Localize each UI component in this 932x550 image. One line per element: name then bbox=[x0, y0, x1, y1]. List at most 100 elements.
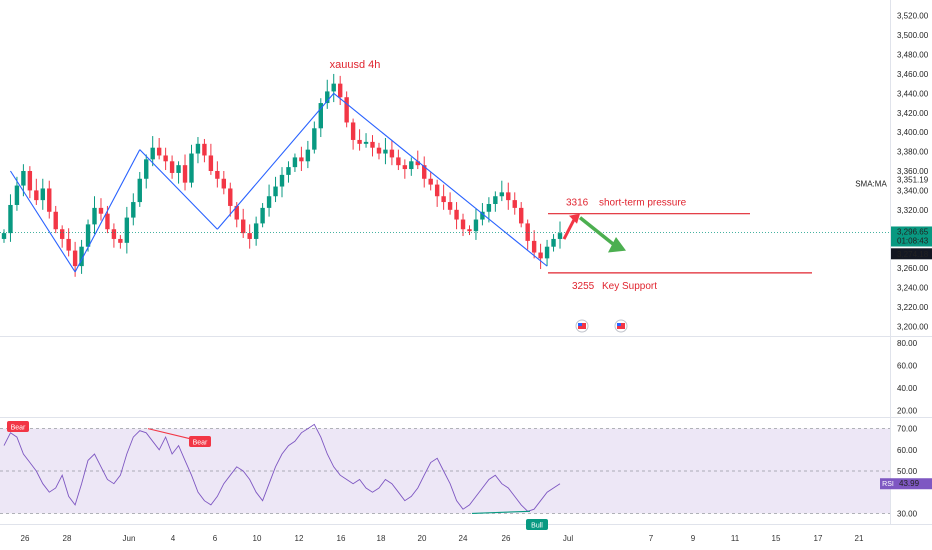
candle bbox=[98, 198, 104, 221]
price-pane[interactable] bbox=[0, 0, 890, 336]
candle bbox=[292, 153, 298, 172]
rsi-name-label[interactable]: RSI bbox=[882, 481, 894, 488]
date-tick-label: 7 bbox=[649, 534, 654, 543]
date-tick-label: 11 bbox=[731, 534, 740, 543]
up-arrow-head bbox=[569, 213, 580, 224]
candle-body bbox=[473, 219, 479, 232]
rsi-axis: 70.00 60.00 50.00 30.00 bbox=[897, 425, 918, 519]
date-tick-label: 28 bbox=[63, 534, 72, 543]
candle-body bbox=[163, 155, 168, 162]
candle bbox=[428, 171, 433, 191]
candle bbox=[163, 147, 168, 171]
marker-badge bbox=[526, 519, 548, 530]
volume-pane[interactable] bbox=[0, 337, 890, 417]
candle bbox=[383, 138, 388, 165]
marker-badge bbox=[189, 436, 211, 447]
candle-body bbox=[480, 211, 485, 220]
candle-body bbox=[241, 219, 246, 234]
rsi-value-badge bbox=[896, 478, 932, 490]
candle-body bbox=[557, 233, 563, 239]
candle-body bbox=[538, 252, 543, 259]
candle bbox=[247, 224, 252, 249]
date-tick-label: 16 bbox=[337, 534, 346, 543]
candle bbox=[525, 219, 530, 250]
candle bbox=[215, 161, 220, 188]
support-text-label: Key Support bbox=[602, 281, 657, 292]
candle-body bbox=[137, 178, 142, 203]
candle bbox=[156, 138, 162, 160]
candle-body bbox=[27, 171, 33, 191]
candle bbox=[473, 208, 479, 240]
candle bbox=[389, 139, 395, 166]
candle bbox=[124, 206, 130, 254]
candle bbox=[409, 157, 414, 176]
rsi-series bbox=[3, 423, 561, 512]
date-tick-label: 20 bbox=[418, 534, 427, 543]
trend-lines bbox=[10, 92, 548, 273]
candle-body bbox=[350, 122, 356, 140]
time-axis[interactable]: 26 28 Jun 4 6 10 12 16 18 20 24 26 Jul 7 9 11 15 17 21 bbox=[21, 534, 864, 543]
candle-body bbox=[376, 147, 382, 154]
candle bbox=[150, 136, 155, 167]
candle-body bbox=[544, 246, 550, 259]
candle-body bbox=[383, 149, 388, 154]
candle-body bbox=[266, 196, 272, 208]
price-axis[interactable]: 3,520.00 3,500.00 3,480.00 3,460.00 3,440.00… bbox=[897, 12, 929, 332]
volume-axis: 80.00 60.00 40.00 20.00 bbox=[897, 339, 918, 416]
volume-tick-label: 60.00 bbox=[897, 362, 918, 371]
candle bbox=[363, 133, 369, 148]
candle bbox=[40, 178, 45, 210]
candle-body bbox=[176, 165, 181, 173]
candle-body bbox=[396, 157, 401, 166]
trend-line-segment bbox=[333, 92, 548, 267]
candle-body bbox=[34, 190, 39, 201]
date-tick-label: 17 bbox=[814, 534, 823, 543]
candle-body bbox=[447, 202, 453, 210]
volume-tick-label: 20.00 bbox=[897, 407, 918, 416]
rsi-value-label: 43.99 bbox=[899, 479, 920, 488]
price-tick-label: 3,440.00 bbox=[897, 89, 929, 98]
candle-body bbox=[92, 207, 97, 225]
candle bbox=[111, 223, 117, 248]
marker-label: Bull bbox=[531, 523, 543, 530]
candle-body bbox=[337, 83, 343, 98]
candle-body bbox=[21, 171, 26, 186]
candle-body bbox=[105, 213, 110, 230]
economic-event-flag bbox=[575, 319, 589, 333]
candle bbox=[182, 154, 188, 191]
candle bbox=[460, 213, 466, 237]
divergence-marker: Bull bbox=[526, 519, 548, 530]
candle bbox=[422, 156, 427, 188]
candle-body bbox=[286, 167, 291, 175]
candle bbox=[486, 197, 492, 223]
candle-body bbox=[1, 233, 7, 239]
candle bbox=[337, 75, 343, 105]
candle bbox=[66, 228, 71, 257]
candle bbox=[137, 171, 142, 207]
candle-body bbox=[331, 83, 336, 92]
rsi-tick-label: 50.00 bbox=[897, 467, 918, 476]
candle-body bbox=[493, 196, 498, 204]
price-tick-label: 3,420.00 bbox=[897, 109, 929, 118]
low-value-label: 3,274.18 bbox=[897, 250, 929, 259]
candle bbox=[47, 180, 52, 219]
candle-body bbox=[551, 238, 556, 247]
candle bbox=[325, 79, 330, 109]
candle bbox=[253, 216, 259, 246]
candle bbox=[357, 129, 362, 151]
candle bbox=[85, 219, 91, 252]
candle-body bbox=[344, 97, 349, 123]
down-arrow-shaft bbox=[578, 216, 616, 247]
candle bbox=[544, 239, 550, 267]
candle-body bbox=[150, 147, 155, 160]
candle-body bbox=[467, 229, 472, 232]
candle bbox=[506, 182, 511, 210]
candle-body bbox=[215, 171, 220, 179]
candle bbox=[53, 205, 58, 234]
down-arrow-head bbox=[608, 237, 626, 253]
candle bbox=[169, 155, 175, 179]
price-tick-label: 3,500.00 bbox=[897, 31, 929, 40]
candle-body bbox=[40, 188, 45, 201]
